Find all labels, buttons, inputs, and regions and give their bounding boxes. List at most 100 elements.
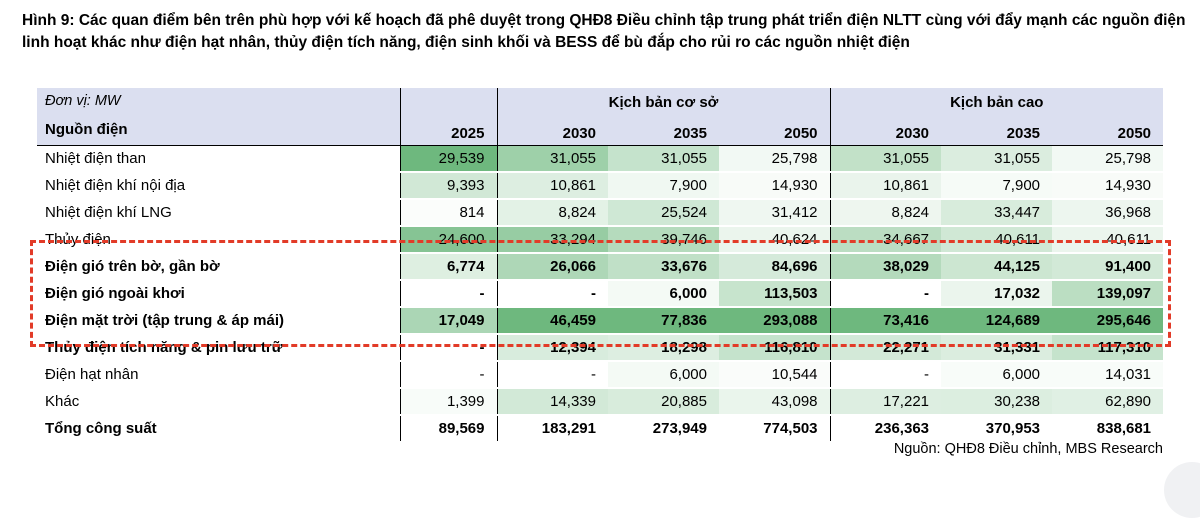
source-note: Nguồn: QHĐ8 Điều chỉnh, MBS Research <box>893 441 1163 457</box>
table-row: Khác 1,399 14,339 20,885 43,098 17,221 30,238 6… <box>37 388 1164 416</box>
value-cell: 774,503 <box>719 415 831 443</box>
value-cell: 33,294 <box>496 226 608 254</box>
value-cell: 183,291 <box>496 415 608 443</box>
value-cell: 25,798 <box>1052 145 1164 173</box>
value-cell: 36,968 <box>1052 199 1164 227</box>
value-cell: 62,890 <box>1052 388 1164 416</box>
value-cell: 31,412 <box>719 199 831 227</box>
value-cell: 17,221 <box>829 388 942 416</box>
year-header-high-2035: 2035 <box>941 116 1053 146</box>
value-cell: 40,624 <box>719 226 831 254</box>
value-cell: 25,524 <box>608 199 719 227</box>
table-body: Nhiệt điện than 29,539 31,055 31,055 25,798 3… <box>37 145 1164 443</box>
year-header-high-2050: 2050 <box>1052 116 1164 146</box>
value-cell: 117,310 <box>1052 334 1164 362</box>
value-cell: 1,399 <box>399 388 497 416</box>
table-row: Điện hạt nhân - -6,000 10,544-6,000 14,031 <box>37 361 1164 389</box>
value-cell: 84,696 <box>719 253 831 281</box>
value-cell: 44,125 <box>941 253 1053 281</box>
row-label: Khác <box>37 388 400 416</box>
table-row: Nhiệt điện than 29,539 31,055 31,055 25,798 3… <box>37 145 1164 173</box>
value-cell: 29,539 <box>399 145 497 173</box>
value-cell: 7,900 <box>941 172 1053 200</box>
value-cell: 31,331 <box>941 334 1053 362</box>
value-cell: 14,930 <box>719 172 831 200</box>
value-cell: 77,836 <box>608 307 719 335</box>
value-cell: 295,646 <box>1052 307 1164 335</box>
value-cell: 34,667 <box>829 226 942 254</box>
value-cell: 8,824 <box>829 199 942 227</box>
value-cell: 6,000 <box>608 361 719 389</box>
value-cell: 6,000 <box>941 361 1053 389</box>
value-cell: 273,949 <box>608 415 719 443</box>
value-cell: 43,098 <box>719 388 831 416</box>
value-cell: 14,031 <box>1052 361 1164 389</box>
value-cell: 838,681 <box>1052 415 1164 443</box>
value-cell: - <box>399 280 497 308</box>
value-cell: 10,861 <box>496 172 608 200</box>
value-cell: 116,810 <box>719 334 831 362</box>
value-cell: - <box>399 361 497 389</box>
scenario-group-high-header: Kịch bản cao <box>829 88 1164 116</box>
value-cell: 14,930 <box>1052 172 1164 200</box>
row-label: Điện gió ngoài khơi <box>37 280 400 308</box>
year-header-base-2030: 2030 <box>496 116 608 146</box>
value-cell: 73,416 <box>829 307 942 335</box>
value-cell: - <box>829 280 942 308</box>
table-header: Đơn vị: MW Nguồn điện 2025 Kịch bản cơ s… <box>37 88 1164 146</box>
table-total-row: Tổng công suất 89,569 183,291 273,949 774,50… <box>37 415 1164 443</box>
value-cell: 14,339 <box>496 388 608 416</box>
table-row: Nhiệt điện khí LNG 814 8,824 25,524 31,412 8,… <box>37 199 1164 227</box>
table-row: Nhiệt điện khí nội địa 9,393 10,861 7,900 14… <box>37 172 1164 200</box>
value-cell: 7,900 <box>608 172 719 200</box>
value-cell: 38,029 <box>829 253 942 281</box>
capacity-table: Đơn vị: MW Nguồn điện 2025 Kịch bản cơ s… <box>37 88 1164 443</box>
value-cell: 22,271 <box>829 334 942 362</box>
unit-label: Đơn vị: MW <box>45 93 121 109</box>
year-header-base-2050: 2050 <box>719 116 831 146</box>
value-cell: 33,676 <box>608 253 719 281</box>
row-label: Nhiệt điện khí LNG <box>37 199 400 227</box>
value-cell: 6,774 <box>399 253 497 281</box>
year-header-high-2030: 2030 <box>829 116 942 146</box>
value-cell: 17,032 <box>941 280 1053 308</box>
value-cell: 113,503 <box>719 280 831 308</box>
value-cell: 8,824 <box>496 199 608 227</box>
value-cell: - <box>496 280 608 308</box>
value-cell: 31,055 <box>829 145 942 173</box>
value-cell: 31,055 <box>608 145 719 173</box>
row-header-label: Nguồn điện <box>45 121 128 138</box>
value-cell: 20,885 <box>608 388 719 416</box>
table-row: Điện mặt trời (tập trung & áp mái) 17,049… <box>37 307 1164 335</box>
row-label: Nhiệt điện than <box>37 145 400 173</box>
value-cell: 89,569 <box>399 415 497 443</box>
value-cell: 293,088 <box>719 307 831 335</box>
value-cell: 40,611 <box>1052 226 1164 254</box>
value-cell: - <box>829 361 942 389</box>
row-label: Thủy điện tích năng & pin lưu trữ <box>37 334 400 362</box>
row-label: Điện mặt trời (tập trung & áp mái) <box>37 307 400 335</box>
value-cell: 40,611 <box>941 226 1053 254</box>
value-cell: 814 <box>399 199 497 227</box>
value-cell: 46,459 <box>496 307 608 335</box>
scenario-group-base-header: Kịch bản cơ sở <box>496 88 831 116</box>
row-label: Điện hạt nhân <box>37 361 400 389</box>
value-cell: 10,544 <box>719 361 831 389</box>
year-header-base-2035: 2035 <box>608 116 719 146</box>
figure-title: Hình 9: Các quan điểm bên trên phù hợp v… <box>22 12 1186 51</box>
value-cell: - <box>399 334 497 362</box>
row-label: Tổng công suất <box>37 415 400 443</box>
corner-button-partial <box>1164 462 1200 518</box>
table-row: Thủy điện 24,600 33,294 39,746 40,624 34,667 4… <box>37 226 1164 254</box>
label-header-cell: Đơn vị: MW Nguồn điện <box>37 88 400 146</box>
table-row: Thủy điện tích năng & pin lưu trữ -12,394… <box>37 334 1164 362</box>
value-cell: 31,055 <box>496 145 608 173</box>
year-header-2025: 2025 <box>399 88 497 146</box>
row-label: Điện gió trên bờ, gần bờ <box>37 253 400 281</box>
value-cell: 10,861 <box>829 172 942 200</box>
row-label: Nhiệt điện khí nội địa <box>37 172 400 200</box>
value-cell: - <box>496 361 608 389</box>
value-cell: 6,000 <box>608 280 719 308</box>
value-cell: 91,400 <box>1052 253 1164 281</box>
value-cell: 124,689 <box>941 307 1053 335</box>
